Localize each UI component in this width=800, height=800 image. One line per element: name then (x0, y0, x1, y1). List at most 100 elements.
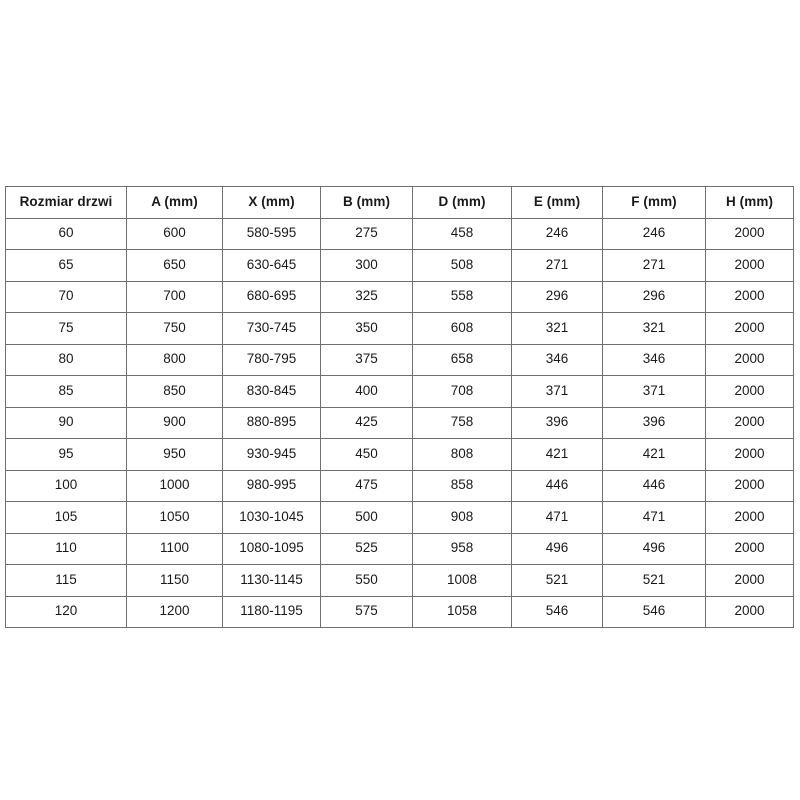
cell-value: 2000 (705, 564, 794, 597)
column-header-3: B (mm) (320, 186, 413, 219)
cell-value: 425 (320, 406, 413, 439)
cell-value: 2000 (705, 438, 794, 471)
cell-value: 346 (602, 343, 706, 376)
cell-door-size: 85 (5, 375, 127, 408)
cell-value: 500 (320, 501, 413, 534)
table-row: 75 750 730-745 350 608 321 321 2000 (5, 312, 794, 345)
table-row: 100 1000 980-995 475 858 446 446 2000 (5, 469, 794, 502)
cell-value: 325 (320, 280, 413, 313)
cell-value: 271 (511, 249, 603, 282)
cell-value: 980-995 (222, 469, 321, 502)
cell-value: 2000 (705, 375, 794, 408)
cell-value: 2000 (705, 595, 794, 628)
table-header: Rozmiar drzwi A (mm) X (mm) B (mm) D (mm) E (… (5, 186, 794, 219)
table-row: 105 1050 1030-1045 500 908 471 471 2000 (5, 501, 794, 534)
table-row: 115 1150 1130-1145 550 1008 521 521 2000 (5, 564, 794, 597)
cell-door-size: 105 (5, 501, 127, 534)
table-body: 60 600 580-595 275 458 246 246 2000 65 650 630-645… (5, 217, 794, 628)
cell-value: 900 (126, 406, 223, 439)
cell-value: 830-845 (222, 375, 321, 408)
cell-value: 1030-1045 (222, 501, 321, 534)
cell-value: 1180-1195 (222, 595, 321, 628)
cell-value: 930-945 (222, 438, 321, 471)
cell-value: 525 (320, 532, 413, 565)
cell-value: 396 (511, 406, 603, 439)
cell-value: 296 (511, 280, 603, 313)
cell-value: 375 (320, 343, 413, 376)
cell-value: 858 (412, 469, 512, 502)
cell-value: 630-645 (222, 249, 321, 282)
cell-value: 496 (511, 532, 603, 565)
cell-value: 1000 (126, 469, 223, 502)
cell-value: 1080-1095 (222, 532, 321, 565)
cell-value: 471 (511, 501, 603, 534)
cell-value: 800 (126, 343, 223, 376)
cell-value: 396 (602, 406, 706, 439)
table-row: 110 1100 1080-1095 525 958 496 496 2000 (5, 532, 794, 565)
cell-value: 2000 (705, 343, 794, 376)
cell-value: 446 (602, 469, 706, 502)
cell-value: 658 (412, 343, 512, 376)
door-size-specification-table: Rozmiar drzwi A (mm) X (mm) B (mm) D (mm) E (… (5, 186, 794, 628)
column-header-6: F (mm) (602, 186, 706, 219)
column-header-2: X (mm) (222, 186, 321, 219)
cell-value: 521 (602, 564, 706, 597)
column-header-7: H (mm) (705, 186, 794, 219)
cell-value: 521 (511, 564, 603, 597)
cell-value: 508 (412, 249, 512, 282)
cell-value: 680-695 (222, 280, 321, 313)
cell-value: 880-895 (222, 406, 321, 439)
column-header-4: D (mm) (412, 186, 512, 219)
cell-value: 958 (412, 532, 512, 565)
cell-door-size: 100 (5, 469, 127, 502)
cell-value: 1008 (412, 564, 512, 597)
cell-value: 2000 (705, 532, 794, 565)
cell-value: 650 (126, 249, 223, 282)
cell-value: 1200 (126, 595, 223, 628)
cell-value: 750 (126, 312, 223, 345)
cell-value: 708 (412, 375, 512, 408)
cell-value: 458 (412, 217, 512, 250)
table-row: 60 600 580-595 275 458 246 246 2000 (5, 217, 794, 250)
cell-value: 758 (412, 406, 512, 439)
cell-door-size: 95 (5, 438, 127, 471)
cell-value: 850 (126, 375, 223, 408)
cell-value: 908 (412, 501, 512, 534)
cell-value: 271 (602, 249, 706, 282)
cell-value: 730-745 (222, 312, 321, 345)
cell-value: 558 (412, 280, 512, 313)
cell-value: 246 (602, 217, 706, 250)
cell-door-size: 65 (5, 249, 127, 282)
cell-value: 371 (511, 375, 603, 408)
cell-value: 550 (320, 564, 413, 597)
cell-value: 780-795 (222, 343, 321, 376)
cell-value: 446 (511, 469, 603, 502)
cell-door-size: 120 (5, 595, 127, 628)
cell-value: 300 (320, 249, 413, 282)
cell-value: 2000 (705, 280, 794, 313)
cell-value: 371 (602, 375, 706, 408)
cell-value: 350 (320, 312, 413, 345)
cell-door-size: 115 (5, 564, 127, 597)
table-row: 120 1200 1180-1195 575 1058 546 546 2000 (5, 595, 794, 628)
table-header-row: Rozmiar drzwi A (mm) X (mm) B (mm) D (mm) E (… (5, 186, 794, 219)
cell-value: 2000 (705, 217, 794, 250)
cell-value: 471 (602, 501, 706, 534)
cell-value: 246 (511, 217, 603, 250)
cell-value: 296 (602, 280, 706, 313)
cell-value: 1050 (126, 501, 223, 534)
cell-value: 421 (511, 438, 603, 471)
cell-value: 496 (602, 532, 706, 565)
cell-value: 275 (320, 217, 413, 250)
cell-value: 575 (320, 595, 413, 628)
cell-value: 1058 (412, 595, 512, 628)
cell-door-size: 70 (5, 280, 127, 313)
cell-value: 475 (320, 469, 413, 502)
cell-value: 1100 (126, 532, 223, 565)
column-header-0: Rozmiar drzwi (5, 186, 127, 219)
cell-value: 400 (320, 375, 413, 408)
cell-value: 546 (602, 595, 706, 628)
column-header-5: E (mm) (511, 186, 603, 219)
cell-door-size: 80 (5, 343, 127, 376)
table-row: 65 650 630-645 300 508 271 271 2000 (5, 249, 794, 282)
